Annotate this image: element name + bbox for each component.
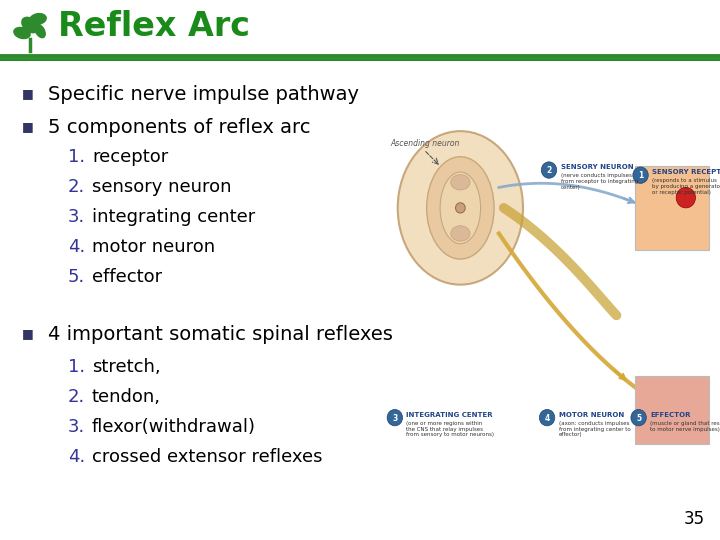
Text: 1: 1 — [638, 171, 643, 180]
Text: stretch,: stretch, — [92, 358, 161, 376]
Text: receptor: receptor — [92, 148, 168, 166]
Text: (nerve conducts impulses
from receptor to integrating
center): (nerve conducts impulses from receptor t… — [561, 173, 638, 190]
Text: 3.: 3. — [68, 208, 85, 226]
Text: 2: 2 — [546, 166, 552, 175]
FancyBboxPatch shape — [635, 376, 709, 444]
Ellipse shape — [29, 13, 47, 25]
Text: crossed extensor reflexes: crossed extensor reflexes — [92, 448, 323, 466]
Ellipse shape — [34, 24, 46, 38]
Ellipse shape — [440, 172, 480, 244]
Text: ■: ■ — [22, 327, 34, 340]
Circle shape — [387, 409, 402, 426]
Text: (one or more regions within
the CNS that relay impulses
from sensory to motor ne: (one or more regions within the CNS that… — [406, 421, 495, 437]
Text: 3: 3 — [392, 414, 397, 423]
Text: sensory neuron: sensory neuron — [92, 178, 232, 196]
Text: 5.: 5. — [68, 268, 85, 286]
Circle shape — [676, 187, 696, 208]
Text: Reflex Arc: Reflex Arc — [58, 10, 250, 43]
Text: 1.: 1. — [68, 358, 85, 376]
Text: motor neuron: motor neuron — [92, 238, 215, 256]
Text: tendon,: tendon, — [92, 388, 161, 406]
Ellipse shape — [397, 131, 523, 285]
Text: INTEGRATING CENTER: INTEGRATING CENTER — [406, 411, 493, 417]
Text: 4.: 4. — [68, 238, 85, 256]
Text: 4: 4 — [544, 414, 549, 423]
Text: Specific nerve impulse pathway: Specific nerve impulse pathway — [48, 85, 359, 104]
Ellipse shape — [13, 27, 31, 39]
Text: (axon: conducts impulses
from integrating center to
effector): (axon: conducts impulses from integratin… — [559, 421, 631, 437]
Text: EFFECTOR: EFFECTOR — [650, 411, 690, 417]
Text: ■: ■ — [22, 120, 34, 133]
Circle shape — [541, 162, 557, 178]
Circle shape — [456, 203, 465, 213]
Circle shape — [631, 409, 647, 426]
Circle shape — [633, 167, 648, 184]
Text: 4 important somatic spinal reflexes: 4 important somatic spinal reflexes — [48, 325, 393, 344]
Ellipse shape — [451, 174, 470, 190]
Text: effector: effector — [92, 268, 162, 286]
Text: 1.: 1. — [68, 148, 85, 166]
Ellipse shape — [427, 157, 494, 259]
Text: 5 components of reflex arc: 5 components of reflex arc — [48, 118, 310, 137]
Text: flexor(withdrawal): flexor(withdrawal) — [92, 418, 256, 436]
Text: Ascending neuron: Ascending neuron — [390, 139, 459, 148]
Text: integrating center: integrating center — [92, 208, 256, 226]
Text: (muscle or gland that responds
to motor nerve impulses): (muscle or gland that responds to motor … — [650, 421, 720, 431]
Text: SENSORY NEURON: SENSORY NEURON — [561, 164, 633, 170]
Circle shape — [539, 409, 555, 426]
Text: (responds to a stimulus
by producing a generator
or receptor potential): (responds to a stimulus by producing a g… — [652, 178, 720, 195]
Text: ■: ■ — [22, 87, 34, 100]
Ellipse shape — [451, 226, 470, 241]
Text: 35: 35 — [684, 510, 705, 528]
Text: MOTOR NEURON: MOTOR NEURON — [559, 411, 624, 417]
Ellipse shape — [21, 17, 39, 33]
Text: 5: 5 — [636, 414, 642, 423]
Text: 2.: 2. — [68, 388, 85, 406]
FancyBboxPatch shape — [635, 166, 709, 250]
Text: 3.: 3. — [68, 418, 85, 436]
Text: 4.: 4. — [68, 448, 85, 466]
Text: SENSORY RECEPTOR: SENSORY RECEPTOR — [652, 169, 720, 175]
Text: 2.: 2. — [68, 178, 85, 196]
